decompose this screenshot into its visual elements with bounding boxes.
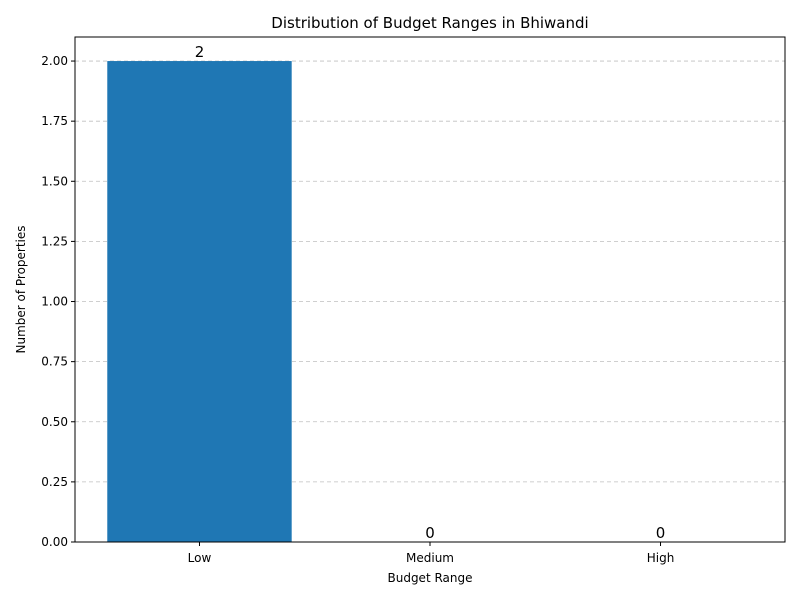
chart-title: Distribution of Budget Ranges in Bhiwand… <box>271 14 588 32</box>
x-axis-title: Budget Range <box>387 571 472 585</box>
data-label: 2 <box>195 43 205 61</box>
bar-low <box>107 61 292 543</box>
y-tick-label: 1.25 <box>41 234 68 248</box>
y-tick-label: 1.00 <box>41 295 68 309</box>
y-tick-label: 0.75 <box>41 355 68 369</box>
data-label: 0 <box>425 524 435 542</box>
x-tick-label: Medium <box>406 551 454 565</box>
y-tick-label: 0.00 <box>41 535 68 549</box>
y-tick-label: 1.75 <box>41 114 68 128</box>
x-tick-label: Low <box>188 551 212 565</box>
data-labels: 2 0 0 <box>195 43 666 542</box>
y-axis-title: Number of Properties <box>14 225 28 353</box>
y-tick-label: 0.50 <box>41 415 68 429</box>
y-tick-label: 0.25 <box>41 475 68 489</box>
x-axis-ticks: Low Medium High <box>188 542 675 565</box>
y-tick-label: 2.00 <box>41 54 68 68</box>
y-axis-ticks: 0.00 0.25 0.50 0.75 1.00 1.25 1.50 1.75 2.00 <box>41 54 75 549</box>
bars <box>107 61 292 543</box>
data-label: 0 <box>656 524 666 542</box>
y-tick-label: 1.50 <box>41 174 68 188</box>
x-tick-label: High <box>647 551 675 565</box>
